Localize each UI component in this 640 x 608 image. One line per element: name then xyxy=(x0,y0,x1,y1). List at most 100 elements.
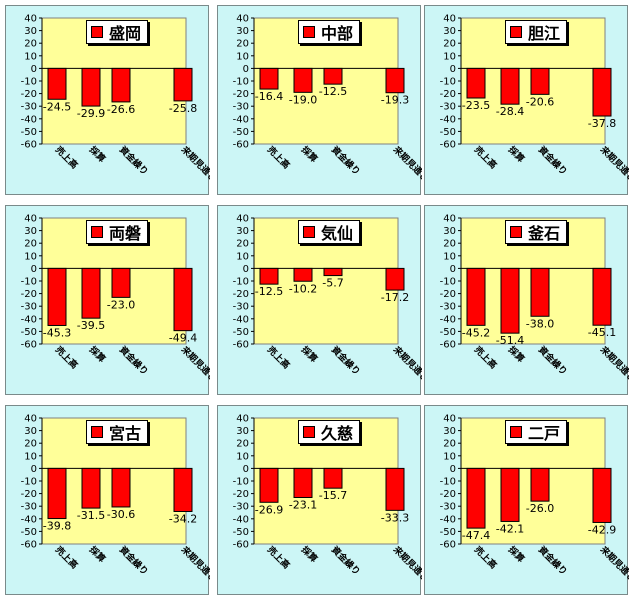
y-tick-label: -30 xyxy=(21,102,37,113)
y-tick-label: 40 xyxy=(236,414,249,425)
chart-panel: 40 30 20 10 0 -10 -20 -30 -40 -50 -60 -24.5 -29.9 -26… xyxy=(5,5,210,195)
y-tick-label: 20 xyxy=(236,239,249,250)
category-label: 採算 xyxy=(87,144,108,165)
bar xyxy=(530,467,550,502)
y-tick-label: 20 xyxy=(236,39,249,50)
category-label: 資金繰り xyxy=(117,344,151,378)
y-tick-label: 20 xyxy=(24,239,37,250)
legend: 中部 xyxy=(298,20,361,44)
bar xyxy=(323,467,343,489)
data-label: -34.2 xyxy=(169,512,197,525)
category-label: 来期見通し xyxy=(597,543,629,584)
y-tick-label: -30 xyxy=(233,502,249,513)
bar xyxy=(259,267,279,285)
bar xyxy=(81,67,101,107)
data-label: -23.1 xyxy=(289,499,317,512)
bar xyxy=(259,467,279,503)
y-tick-label: 40 xyxy=(24,214,37,225)
y-tick-label: 30 xyxy=(236,426,249,437)
category-label: 採算 xyxy=(87,344,108,365)
chart-panel: 40 30 20 10 0 -10 -20 -30 -40 -50 -60 -47.4 -42.1 -26… xyxy=(424,405,629,595)
y-tick-label: 40 xyxy=(443,214,456,225)
y-tick-label: -20 xyxy=(233,489,249,500)
bar xyxy=(592,67,612,117)
category-label: 資金繰り xyxy=(117,144,151,178)
bar xyxy=(592,467,612,523)
y-tick-label: -50 xyxy=(21,327,37,338)
category-label: 資金繰り xyxy=(536,144,570,178)
y-tick-label: 20 xyxy=(24,439,37,450)
legend: 久慈 xyxy=(298,420,361,444)
category-label: 売上高 xyxy=(53,344,81,372)
legend-label: 盛岡 xyxy=(109,24,142,43)
y-tick-label: -50 xyxy=(440,327,456,338)
category-label: 売上高 xyxy=(265,144,293,172)
y-tick-label: 40 xyxy=(24,414,37,425)
y-tick-label: -60 xyxy=(21,340,37,351)
y-tick-label: 10 xyxy=(24,451,37,462)
y-tick-label: -60 xyxy=(440,540,456,551)
bar xyxy=(466,267,486,326)
bar xyxy=(500,67,520,105)
y-tick-label: -50 xyxy=(440,527,456,538)
data-label: -45.2 xyxy=(462,326,490,339)
y-tick-label: 0 xyxy=(243,264,249,275)
category-label: 売上高 xyxy=(265,344,293,372)
y-tick-label: 30 xyxy=(443,226,456,237)
bar xyxy=(111,267,131,298)
y-tick-label: -60 xyxy=(233,140,249,151)
y-tick-label: 10 xyxy=(236,251,249,262)
bar xyxy=(500,267,520,334)
data-label: -47.4 xyxy=(462,529,490,542)
data-label: -45.3 xyxy=(43,326,71,339)
y-tick-label: -40 xyxy=(233,114,249,125)
bar xyxy=(592,267,612,326)
category-label: 来期見通し xyxy=(597,143,629,184)
y-tick-label: 40 xyxy=(24,14,37,25)
category-label: 採算 xyxy=(506,544,527,565)
y-tick-label: 20 xyxy=(443,239,456,250)
y-tick-label: -10 xyxy=(233,277,249,288)
chart-panel: 40 30 20 10 0 -10 -20 -30 -40 -50 -60 -12.5 -10.2 -5.… xyxy=(217,205,422,395)
bar xyxy=(173,467,193,512)
category-label: 来期見通し xyxy=(178,343,210,384)
category-label: 来期見通し xyxy=(390,143,422,184)
data-label: -26.9 xyxy=(255,503,283,516)
y-tick-label: -30 xyxy=(233,302,249,313)
y-tick-label: -10 xyxy=(21,477,37,488)
data-label: -26.6 xyxy=(107,103,135,116)
legend-swatch xyxy=(91,226,103,238)
y-tick-label: -40 xyxy=(233,314,249,325)
legend: 釜石 xyxy=(505,220,568,244)
y-tick-label: 0 xyxy=(243,64,249,75)
legend-swatch xyxy=(91,426,103,438)
bar xyxy=(173,67,193,102)
y-tick-label: 0 xyxy=(31,464,37,475)
y-tick-label: -40 xyxy=(21,514,37,525)
y-tick-label: -20 xyxy=(233,89,249,100)
y-tick-label: 10 xyxy=(443,251,456,262)
legend: 気仙 xyxy=(298,220,361,244)
legend-label: 気仙 xyxy=(321,224,354,243)
bar xyxy=(47,267,67,326)
bar xyxy=(111,67,131,103)
legend-label: 胆江 xyxy=(528,24,561,43)
y-tick-label: -50 xyxy=(440,127,456,138)
legend: 宮古 xyxy=(86,420,149,444)
y-tick-label: -60 xyxy=(21,140,37,151)
data-label: -23.0 xyxy=(107,298,135,311)
category-label: 資金繰り xyxy=(329,144,363,178)
data-label: -38.0 xyxy=(526,317,554,330)
legend-label: 宮古 xyxy=(109,424,142,443)
legend-label: 久慈 xyxy=(321,424,354,443)
data-label: -51.4 xyxy=(496,334,524,347)
data-label: -19.0 xyxy=(289,93,317,106)
category-label: 来期見通し xyxy=(390,543,422,584)
y-tick-label: 40 xyxy=(236,14,249,25)
category-label: 売上高 xyxy=(53,544,81,572)
bar xyxy=(293,267,313,282)
y-tick-label: -40 xyxy=(21,314,37,325)
y-tick-label: 10 xyxy=(24,251,37,262)
y-tick-label: 0 xyxy=(450,64,456,75)
